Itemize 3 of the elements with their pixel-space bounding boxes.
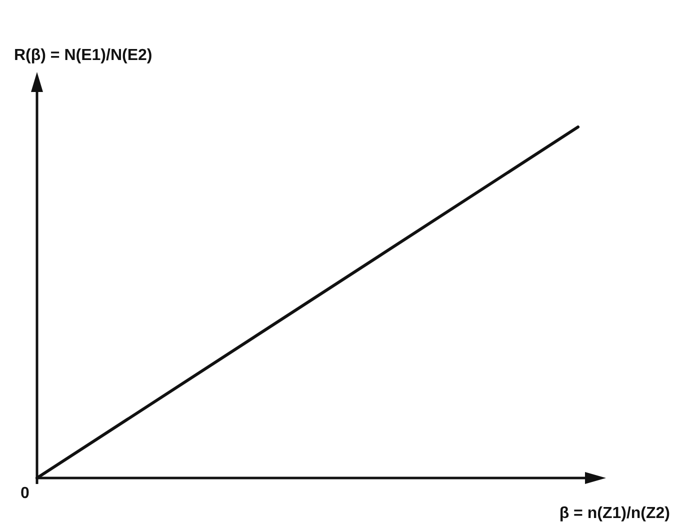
x-axis-title: β = n(Z1)/n(Z2) xyxy=(559,505,670,522)
text: 0 xyxy=(20,485,30,502)
y-axis-title: R(β) = N(E1)/N(E2) xyxy=(14,47,152,64)
